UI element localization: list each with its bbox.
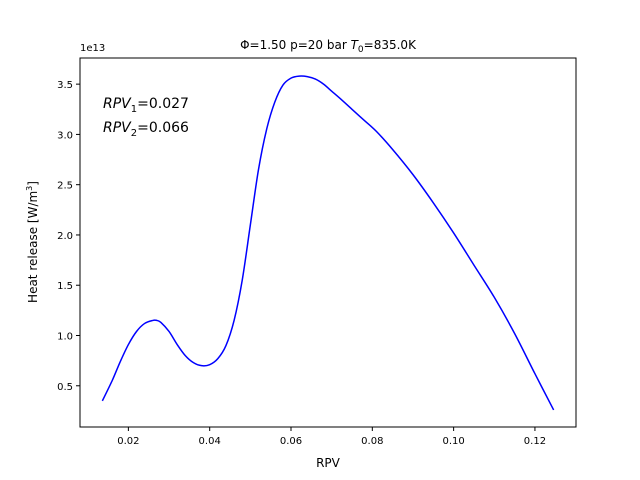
x-axis-ticks: 0.02 0.04 0.06 0.08 0.10 0.12 bbox=[117, 427, 546, 447]
x-tick-label: 0.02 bbox=[117, 436, 139, 447]
y-tick-label: 3.5 bbox=[57, 80, 73, 91]
y-axis-ticks: 0.5 1.0 1.5 2.0 2.5 3.0 3.5 bbox=[57, 80, 80, 393]
x-axis-label: RPV bbox=[316, 456, 341, 470]
y-tick-label: 1.5 bbox=[57, 281, 73, 292]
x-tick-label: 0.06 bbox=[280, 436, 302, 447]
x-tick-label: 0.12 bbox=[524, 436, 546, 447]
y-tick-label: 0.5 bbox=[57, 382, 73, 393]
annotation-rpv2: RPV2=0.066 bbox=[103, 120, 189, 139]
chart-title: Φ=1.50 p=20 bar T0=835.0K bbox=[240, 38, 417, 55]
y-tick-label: 2.5 bbox=[57, 181, 73, 192]
y-tick-label: 1.0 bbox=[57, 332, 73, 343]
y-axis-label: Heat release [W/m3] bbox=[25, 181, 40, 303]
x-tick-label: 0.10 bbox=[442, 436, 464, 447]
y-tick-label: 3.0 bbox=[57, 130, 73, 141]
annotation-rpv1: RPV1=0.027 bbox=[103, 96, 189, 115]
plot-frame bbox=[79, 57, 577, 428]
y-tick-label: 2.0 bbox=[57, 231, 73, 242]
x-tick-label: 0.08 bbox=[361, 436, 383, 447]
y-offset-label: 1e13 bbox=[80, 43, 105, 54]
x-tick-label: 0.04 bbox=[199, 436, 221, 447]
series-line bbox=[101, 75, 555, 411]
